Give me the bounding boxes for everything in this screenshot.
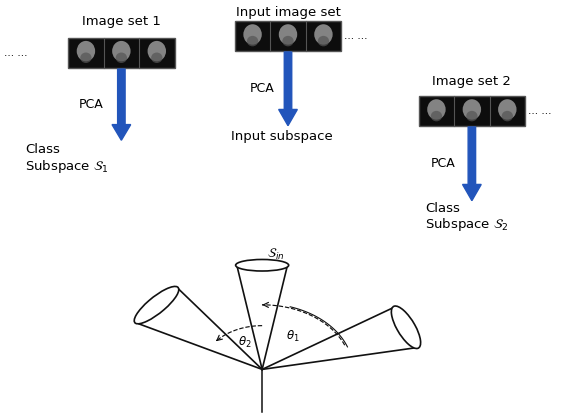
Ellipse shape [431,111,442,121]
Text: PCA: PCA [78,98,103,111]
Text: Class: Class [425,202,460,216]
Ellipse shape [427,99,446,120]
Text: Input subspace: Input subspace [230,130,332,143]
Ellipse shape [279,24,297,45]
Text: ... ...: ... ... [344,31,367,41]
Ellipse shape [147,41,166,61]
Ellipse shape [391,306,420,349]
Ellipse shape [502,111,513,121]
Ellipse shape [77,41,95,61]
Text: Image set 2: Image set 2 [433,74,511,88]
Text: PCA: PCA [249,82,274,95]
Text: Subspace $\mathcal{S}_1$: Subspace $\mathcal{S}_1$ [25,158,109,175]
Ellipse shape [236,260,289,271]
Text: ... ...: ... ... [3,48,27,58]
Ellipse shape [112,41,131,61]
Ellipse shape [318,36,329,46]
Ellipse shape [463,99,481,120]
Ellipse shape [314,24,333,45]
Ellipse shape [247,36,258,46]
Text: Subspace $\mathcal{S}_2$: Subspace $\mathcal{S}_2$ [425,217,509,233]
Ellipse shape [151,53,162,63]
Bar [235,21,341,51]
Ellipse shape [466,111,478,121]
Text: Class: Class [25,143,60,156]
Text: PCA: PCA [430,157,455,170]
FancyArrow shape [279,52,297,126]
Ellipse shape [134,286,179,324]
Ellipse shape [282,36,294,46]
Text: $\theta_2$: $\theta_2$ [238,335,252,350]
Ellipse shape [243,24,262,45]
Text: Image set 1: Image set 1 [82,15,161,28]
Ellipse shape [498,99,517,120]
Bar [68,38,175,68]
Ellipse shape [116,53,127,63]
FancyArrow shape [112,69,131,140]
Text: ... ...: ... ... [528,106,552,116]
Text: $\mathcal{S}_{in}$: $\mathcal{S}_{in}$ [267,247,284,262]
Text: Input image set: Input image set [236,6,340,19]
Bar [419,96,525,126]
Text: $\theta_1$: $\theta_1$ [286,329,300,344]
FancyArrow shape [463,127,481,201]
Ellipse shape [80,53,92,63]
